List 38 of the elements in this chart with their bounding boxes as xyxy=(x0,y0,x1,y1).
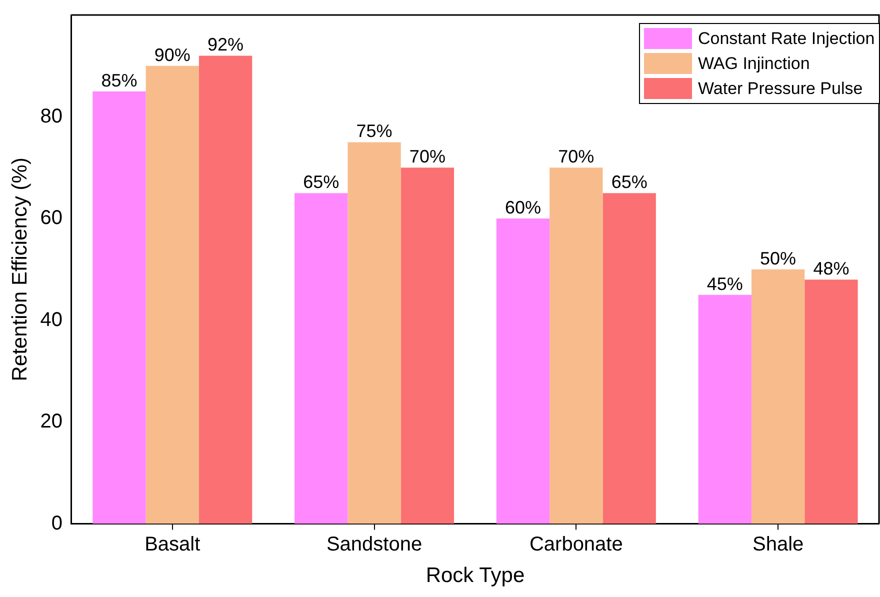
x-axis-title: Rock Type xyxy=(426,564,525,588)
data-label: 45% xyxy=(706,274,743,294)
x-tick-label: Sandstone xyxy=(326,533,422,556)
data-label: 70% xyxy=(558,146,594,167)
y-tick-label: 0 xyxy=(51,512,62,534)
x-tick-label: Basalt xyxy=(144,533,201,556)
data-label: 85% xyxy=(101,70,138,90)
bar xyxy=(751,269,805,524)
bar xyxy=(698,294,752,524)
bar xyxy=(400,168,454,524)
data-label: 75% xyxy=(356,121,392,142)
data-label: 60% xyxy=(504,197,542,218)
bar xyxy=(550,168,603,524)
x-tick-label: Shale xyxy=(752,533,804,556)
legend-label: Water Pressure Pulse xyxy=(698,78,863,98)
data-label: 65% xyxy=(303,172,340,192)
data-label: 70% xyxy=(409,146,446,167)
data-label: 48% xyxy=(813,258,850,279)
y-axis-title: Retention Efficiency (%) xyxy=(8,158,32,382)
bar xyxy=(348,142,401,524)
bar xyxy=(146,66,199,524)
data-label: 92% xyxy=(208,34,244,55)
y-tick-label: 40 xyxy=(40,308,62,331)
bar xyxy=(804,280,858,524)
bar xyxy=(294,193,348,524)
data-label: 50% xyxy=(760,248,796,268)
bar xyxy=(496,218,550,524)
bar xyxy=(198,56,252,524)
data-label: 90% xyxy=(154,44,190,65)
y-tick-label: 80 xyxy=(40,105,62,128)
data-label: 65% xyxy=(611,172,648,192)
bar xyxy=(92,91,146,524)
legend-label: Constant Rate Injection xyxy=(698,28,875,48)
y-tick-label: 60 xyxy=(40,207,62,230)
x-tick-label: Carbonate xyxy=(529,533,623,556)
y-tick-label: 20 xyxy=(40,410,62,433)
legend-label: WAG Injinction xyxy=(698,54,810,74)
bar xyxy=(602,193,656,524)
